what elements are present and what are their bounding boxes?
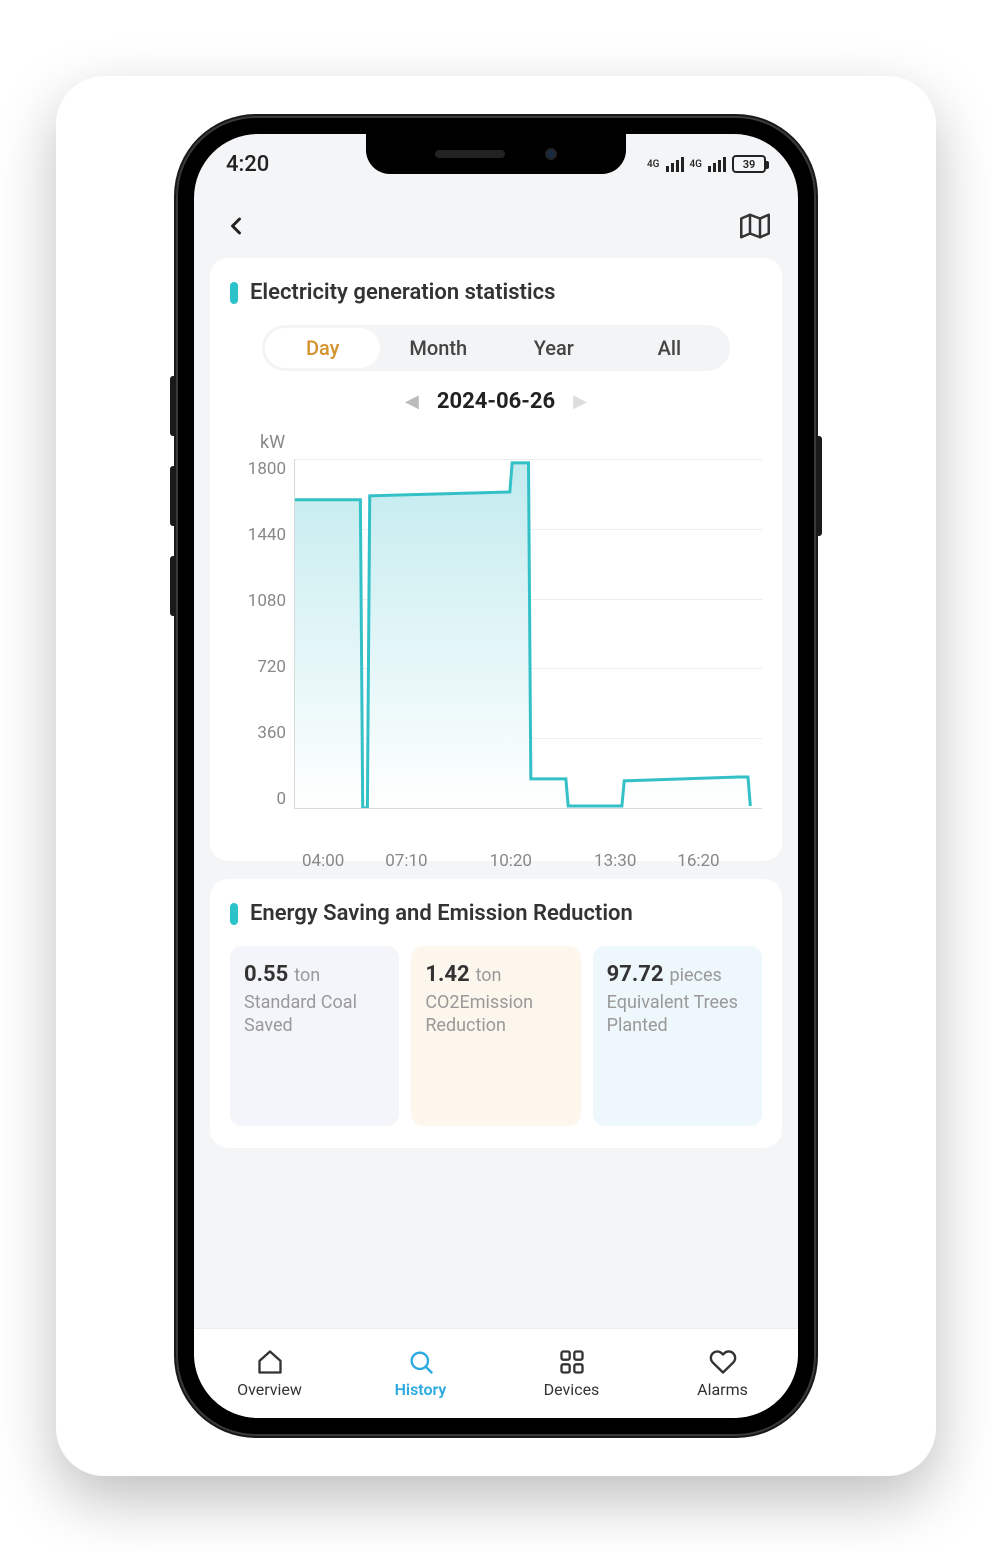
savings-card-title-row: Energy Saving and Emission Reduction (230, 901, 762, 926)
tab-month[interactable]: Month (380, 328, 496, 368)
nav-label: History (395, 1380, 447, 1399)
battery-icon: 39 (732, 155, 766, 173)
saving-value: 1.42 (425, 962, 469, 987)
status-right: 4G 4G 39 (647, 155, 766, 173)
outer-card: 4:20 4G 4G 39 (56, 76, 936, 1476)
status-time: 4:20 (226, 152, 269, 177)
saving-unit: ton (476, 965, 502, 986)
nav-overview[interactable]: Overview (194, 1329, 345, 1418)
x-tick: 10:20 (490, 851, 532, 871)
stats-card-title-row: Electricity generation statistics (230, 280, 762, 305)
nav-devices[interactable]: Devices (496, 1329, 647, 1418)
selected-date: 2024-06-26 (437, 389, 555, 414)
saving-label: Equivalent Trees Planted (607, 991, 748, 1038)
title-accent-icon (230, 903, 238, 925)
savings-card-title: Energy Saving and Emission Reduction (250, 901, 633, 926)
stats-card: Electricity generation statistics Day Mo… (210, 258, 782, 861)
back-button[interactable] (222, 212, 250, 240)
chevron-left-icon (222, 212, 250, 240)
page-header (194, 194, 798, 258)
y-tick: 0 (238, 789, 286, 809)
network-label-1: 4G (647, 159, 660, 170)
nav-label: Devices (544, 1380, 600, 1399)
heart-icon (709, 1348, 737, 1376)
tab-year[interactable]: Year (496, 328, 612, 368)
phone-notch (366, 134, 626, 174)
date-selector: ◀ 2024-06-26 ▶ (230, 389, 762, 414)
date-prev-button[interactable]: ◀ (405, 391, 419, 412)
chart-y-unit: kW (260, 432, 762, 453)
nav-alarms[interactable]: Alarms (647, 1329, 798, 1418)
y-tick: 1080 (238, 591, 286, 611)
x-tick: 13:30 (594, 851, 636, 871)
chart-container: kW 1800 1440 1080 720 360 0 (230, 432, 762, 839)
saving-unit: pieces (670, 965, 722, 986)
y-tick: 360 (238, 723, 286, 743)
grid-icon (558, 1348, 586, 1376)
chart-svg (295, 459, 762, 808)
x-tick: 07:10 (385, 851, 427, 871)
home-icon (256, 1348, 284, 1376)
tab-all[interactable]: All (612, 328, 728, 368)
savings-row: 0.55 ton Standard Coal Saved 1.42 ton CO2E… (230, 946, 762, 1126)
content-area: Electricity generation statistics Day Mo… (194, 258, 798, 1328)
tab-day[interactable]: Day (265, 328, 381, 368)
date-next-button[interactable]: ▶ (573, 391, 587, 412)
saving-value: 0.55 (244, 962, 288, 987)
nav-label: Alarms (697, 1380, 748, 1399)
map-button[interactable] (740, 211, 770, 241)
x-tick: 04:00 (302, 851, 344, 871)
phone-screen: 4:20 4G 4G 39 (194, 134, 798, 1418)
y-tick: 1440 (238, 525, 286, 545)
savings-card: Energy Saving and Emission Reduction 0.5… (210, 879, 782, 1148)
saving-co2: 1.42 ton CO2Emission Reduction (411, 946, 580, 1126)
signal-bars-icon (666, 157, 684, 172)
chart-x-axis: 04:00 07:10 10:20 13:30 16:20 (302, 843, 762, 871)
period-tabs: Day Month Year All (262, 325, 730, 371)
saving-unit: ton (294, 965, 320, 986)
nav-label: Overview (237, 1380, 302, 1399)
bottom-nav: Overview History Devices Alarms (194, 1328, 798, 1418)
search-icon (407, 1348, 435, 1376)
y-tick: 720 (238, 657, 286, 677)
network-label-2: 4G (690, 159, 703, 170)
chart-y-axis: 1800 1440 1080 720 360 0 (238, 459, 294, 809)
saving-value: 97.72 (607, 962, 664, 987)
phone-frame: 4:20 4G 4G 39 (176, 116, 816, 1436)
chart-plot (294, 459, 762, 809)
y-tick: 1800 (238, 459, 286, 479)
saving-label: Standard Coal Saved (244, 991, 385, 1038)
saving-coal: 0.55 ton Standard Coal Saved (230, 946, 399, 1126)
stats-card-title: Electricity generation statistics (250, 280, 555, 305)
signal-bars-icon (708, 157, 726, 172)
chart[interactable]: 1800 1440 1080 720 360 0 (238, 459, 762, 839)
map-icon (740, 211, 770, 241)
nav-history[interactable]: History (345, 1329, 496, 1418)
saving-label: CO2Emission Reduction (425, 991, 566, 1038)
saving-trees: 97.72 pieces Equivalent Trees Planted (593, 946, 762, 1126)
title-accent-icon (230, 282, 238, 304)
x-tick: 16:20 (677, 851, 719, 871)
